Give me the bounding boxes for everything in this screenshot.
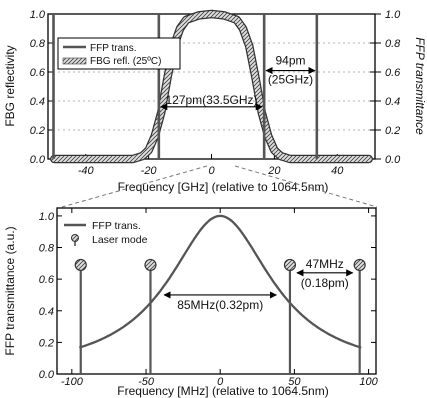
bottom-panel: 0.0 0.2 0.4 0.6 0.8 1.0 -100 -50 0 50 100 85MHz(0… <box>3 207 379 398</box>
top-plot-frame <box>47 13 376 160</box>
top-panel: 0.0 0.2 0.4 0.6 0.8 1.0 0.0 0.2 0.4 0.6 0.8 1.0 -4… <box>3 9 427 194</box>
top-x-tick-label: 0 <box>208 165 215 177</box>
top-span-sublabel: (25GHz) <box>268 73 313 87</box>
top-x-tick-label: -40 <box>78 165 95 177</box>
bottom-x-tick-label: -50 <box>138 376 155 388</box>
top-y2-tick-label: 0.4 <box>385 96 400 108</box>
laser-mode-marker <box>283 258 297 272</box>
bottom-x-axis-label: Frequency [MHz] (relative to 1064.5nm) <box>117 384 328 398</box>
top-x-axis-label: Frequency [GHz] (relative to 1064.5nm) <box>118 180 329 194</box>
top-y2-tick-label: 0.8 <box>385 38 401 50</box>
bottom-y-tick-label: 1.0 <box>39 211 55 223</box>
bottom-x-tick-label: 100 <box>359 376 378 388</box>
top-span-label: 127pm(33.5GHz) <box>165 93 257 107</box>
top-y2-ticks: 0.0 0.2 0.4 0.6 0.8 1.0 <box>370 9 401 166</box>
top-series <box>50 9 373 164</box>
bottom-y-ticks: 0.0 0.2 0.4 0.6 0.8 1.0 <box>39 211 376 381</box>
bottom-legend-laser-label: Laser mode <box>92 234 148 246</box>
ffp-lorentzian-curve <box>78 214 362 349</box>
top-y2-tick-label: 0.6 <box>385 67 401 79</box>
bottom-span-label: 85MHz(0.32pm) <box>177 298 263 312</box>
laser-mode-marker <box>144 258 157 272</box>
bottom-y-axis-label: FFP transmittance (a.u.) <box>3 226 17 355</box>
zoom-guide-right <box>234 165 378 208</box>
bottom-plot-frame <box>56 207 377 375</box>
top-legend-ffp-label: FFP trans. <box>90 43 137 54</box>
bottom-y-tick-label: 0.4 <box>39 306 54 318</box>
bottom-y-tick-label: 0.8 <box>39 243 55 255</box>
top-y-tick-label: 0.6 <box>30 67 46 79</box>
laser-mode-marker <box>353 258 366 272</box>
laser-mode-marker <box>74 258 87 272</box>
top-legend-fbg-swatch <box>62 57 87 65</box>
top-y-axis-label: FBG reflectivity <box>3 45 17 126</box>
bottom-span-sublabel: (0.18pm) <box>301 276 349 290</box>
top-y-tick-label: 0.8 <box>30 38 46 50</box>
bottom-y-tick-label: 0.0 <box>39 369 55 381</box>
top-x-tick-label: 40 <box>331 165 344 177</box>
top-x-tick-label: -20 <box>141 165 158 177</box>
top-y-tick-label: 0.4 <box>30 96 45 108</box>
top-y2-tick-label: 1.0 <box>385 9 401 21</box>
bottom-series <box>74 214 366 374</box>
top-x-tick-label: 20 <box>267 165 281 177</box>
bottom-span-label: 47MHz <box>306 257 344 271</box>
top-y-tick-label: 1.0 <box>30 9 46 21</box>
bottom-x-tick-label: 50 <box>288 376 301 388</box>
top-y2-tick-label: 0.2 <box>385 125 400 137</box>
bottom-legend-ffp-label: FFP trans. <box>92 220 141 232</box>
bottom-x-tick-label: 0 <box>217 376 224 388</box>
bottom-legend-laser-swatch <box>71 234 79 246</box>
bottom-y-tick-label: 0.2 <box>39 337 54 349</box>
top-y2-axis-label: FFP transmittance <box>413 37 427 135</box>
top-span-label: 94pm <box>275 54 305 68</box>
bottom-x-ticks: -100 -50 0 50 100 <box>61 208 379 388</box>
top-legend-fbg-label: FBG refl. (25ºC) <box>90 56 161 67</box>
top-y-tick-label: 0.2 <box>30 125 45 137</box>
top-y-ticks: 0.0 0.2 0.4 0.6 0.8 1.0 <box>30 9 53 166</box>
top-y-tick-label: 0.0 <box>30 154 46 166</box>
top-annotations: 127pm(33.5GHz) 94pm (25GHz) <box>160 54 316 111</box>
bottom-y-tick-label: 0.6 <box>39 274 55 286</box>
bottom-annotations: 85MHz(0.32pm) 47MHz (0.18pm) <box>163 257 354 312</box>
bottom-x-tick-label: -100 <box>61 376 84 388</box>
fbg-reflectivity-curve <box>51 11 372 162</box>
top-y2-tick-label: 0.0 <box>385 154 401 166</box>
fbg-reflectivity-curve-outline <box>50 9 373 164</box>
